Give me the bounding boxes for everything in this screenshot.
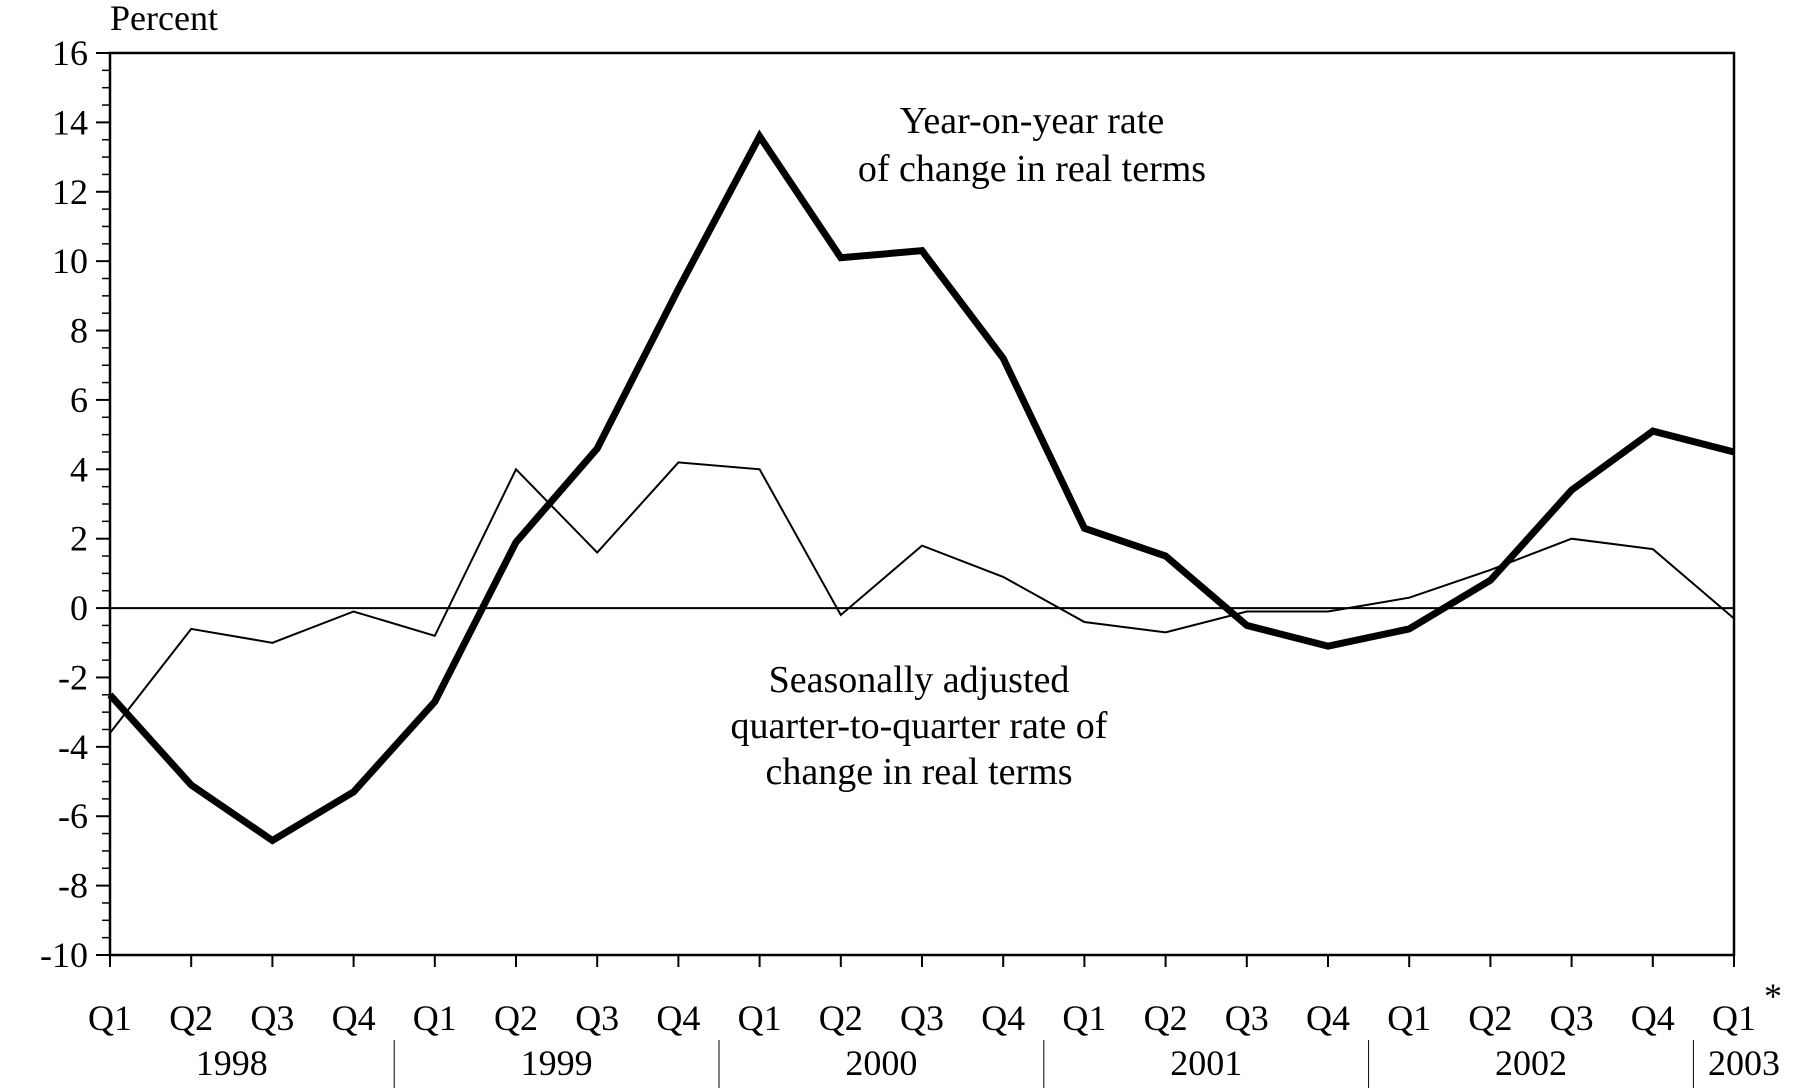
y-axis-label: Percent: [110, 0, 218, 38]
plot-frame: [108, 51, 1736, 957]
series-line-quarter-to-quarter: [109, 461, 1735, 734]
x-tick-label: Q1: [738, 998, 782, 1038]
series-line-year-on-year: [107, 129, 1735, 845]
x-tick-label: Q4: [656, 998, 700, 1038]
x-tick-label: Q2: [494, 998, 538, 1038]
y-tick-label: 0: [70, 588, 88, 628]
y-tick-label: -4: [58, 727, 88, 767]
annotation-qoq-line3: change in real terms: [765, 751, 1072, 793]
x-tick-label: Q3: [900, 998, 944, 1038]
series-group: [107, 129, 1735, 845]
y-tick-label: 6: [70, 380, 88, 420]
y-tick-label: 16: [52, 33, 88, 73]
year-label: 2000: [845, 1043, 917, 1083]
y-tick-label: 4: [70, 449, 88, 489]
y-tick-label: 2: [70, 519, 88, 559]
annotation-yoy-line2: of change in real terms: [858, 148, 1206, 190]
x-tick-label: Q3: [1550, 998, 1594, 1038]
y-tick-label: 12: [52, 172, 88, 212]
x-tick-label: Q4: [332, 998, 376, 1038]
year-label: 2003: [1708, 1043, 1780, 1083]
y-tick-label: -8: [58, 866, 88, 906]
annotation-yoy-line1: Year-on-year rate: [900, 100, 1164, 142]
x-tick-label: Q1: [1062, 998, 1106, 1038]
x-tick-label: Q1: [88, 998, 132, 1038]
annotation-qoq-line2: quarter-to-quarter rate of: [731, 705, 1108, 747]
y-tick-label: -6: [58, 796, 88, 836]
x-tick-label: Q4: [1306, 998, 1350, 1038]
y-tick-label: -2: [58, 657, 88, 697]
x-tick-label: Q1: [413, 998, 457, 1038]
year-label: 2001: [1170, 1043, 1242, 1083]
footnote-marker: *: [1764, 976, 1782, 1016]
x-tick-label: Q3: [575, 998, 619, 1038]
y-tick-label: 10: [52, 241, 88, 281]
y-axis: 16 14 12 10 8 6 4 2 0 -2 -4 -6 -8 -10: [40, 33, 110, 975]
year-label: 1998: [196, 1043, 268, 1083]
x-axis: Q1 Q2 Q3 Q4 Q1 Q2 Q3 Q4 Q1 Q2 Q3 Q4 Q1 Q2 Q3 Q4 Q1 Q2 Q3 Q4…: [88, 955, 1780, 1088]
x-tick-label: Q4: [981, 998, 1025, 1038]
x-tick-label: Q1: [1712, 998, 1756, 1038]
y-tick-label: 14: [52, 102, 88, 142]
year-label: 1999: [521, 1043, 593, 1083]
x-tick-label: Q2: [819, 998, 863, 1038]
annotation-qoq-line1: Seasonally adjusted: [769, 659, 1070, 701]
y-tick-label: -10: [40, 935, 88, 975]
x-tick-label: Q2: [1144, 998, 1188, 1038]
x-tick-label: Q2: [169, 998, 213, 1038]
x-tick-label: Q2: [1468, 998, 1512, 1038]
x-tick-label: Q1: [1387, 998, 1431, 1038]
year-label: 2002: [1495, 1043, 1567, 1083]
y-tick-label: 8: [70, 311, 88, 351]
x-tick-label: Q3: [250, 998, 294, 1038]
x-tick-label: Q3: [1225, 998, 1269, 1038]
x-tick-label: Q4: [1631, 998, 1675, 1038]
